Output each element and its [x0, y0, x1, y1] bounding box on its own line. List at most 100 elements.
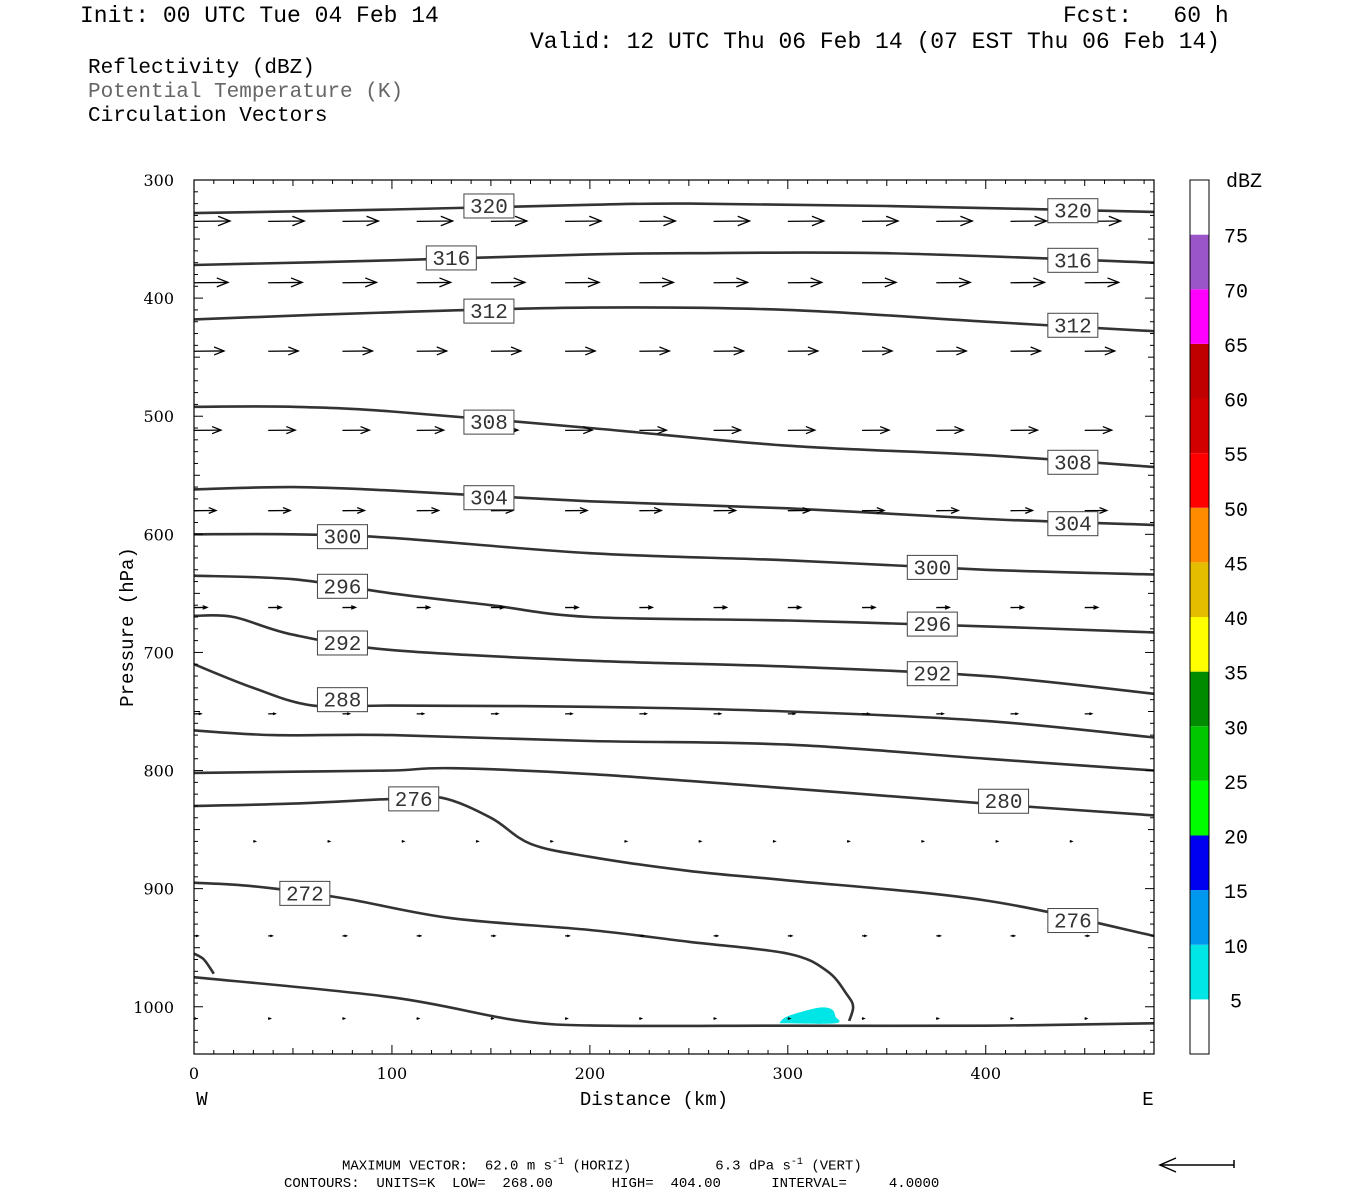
colorbar-label: 30 [1224, 718, 1248, 741]
colorbar-label: 65 [1224, 336, 1248, 359]
contour-label-box [1047, 908, 1099, 934]
isentrope-300 [193, 532, 1155, 576]
contour-label: 320 [1054, 202, 1092, 225]
contour-label-box [1047, 449, 1099, 475]
vector-head [643, 712, 649, 716]
colorbar-band [1190, 944, 1209, 1000]
field-label-theta: Potential Temperature (K) [88, 81, 404, 104]
reflectivity-area [779, 1007, 840, 1024]
isentropes [193, 202, 1155, 1028]
contour-label: 316 [432, 249, 470, 272]
contour-label: 288 [324, 691, 362, 714]
vector-head [807, 346, 820, 356]
contour-label-box [279, 880, 331, 906]
vector-head [659, 346, 672, 356]
colorbar-label: 50 [1224, 500, 1248, 523]
colorbar-band [1190, 289, 1209, 344]
vector-head [1028, 425, 1040, 435]
max-vector-unit-exp: -1 [552, 1157, 565, 1168]
vector-head [513, 277, 527, 288]
vector-head [944, 605, 952, 610]
vector-head [954, 425, 966, 435]
vector-head [475, 839, 480, 843]
vector-head [1010, 1017, 1015, 1020]
colorbar-band [1190, 671, 1209, 727]
colorbar-frame [1189, 179, 1210, 1055]
contour-label-box [906, 661, 958, 687]
vector-head [885, 215, 900, 227]
vector-head [940, 712, 946, 716]
vector-head [722, 605, 729, 610]
vector-head [938, 934, 943, 938]
colorbar-band [1190, 453, 1209, 508]
colorbar-band [1190, 890, 1209, 945]
vector-head [1108, 215, 1123, 227]
vector-head [811, 215, 826, 227]
max-vector-text-2: (HORIZ) 6.3 dPa s [564, 1158, 791, 1175]
vector-head [657, 425, 669, 435]
isentrope-308 [193, 405, 1155, 469]
vector-head [802, 506, 812, 514]
colorbar: 5 10 15 20 25 30 35 40 45 50 55 60 65 70 75 dBZ [1189, 171, 1262, 1055]
vector-head [956, 346, 969, 356]
isentrope-288 [193, 662, 1155, 739]
vector-head [416, 1017, 421, 1020]
vector-head [434, 425, 446, 435]
contour-label: 292 [324, 634, 362, 657]
vector-head [995, 839, 1000, 843]
contour-label: 280 [985, 792, 1023, 815]
contour-label: 272 [286, 884, 324, 907]
vector-head [566, 934, 571, 938]
vector-head [805, 425, 817, 435]
vector-head [550, 839, 555, 843]
contour-label-box [425, 245, 477, 271]
vector-head [276, 605, 283, 610]
y-tick-label: 500 [143, 407, 174, 426]
vector-head [282, 506, 292, 514]
vector-head [510, 346, 523, 356]
vector-head [921, 839, 926, 843]
vector-head [418, 934, 423, 938]
contour-label-box [316, 630, 368, 656]
vector-head [202, 605, 209, 610]
vector-head [346, 712, 352, 716]
vector-head [792, 712, 797, 716]
vector-head [796, 605, 803, 610]
contour-label-box [906, 611, 958, 637]
colorbar-label: 70 [1224, 281, 1248, 304]
vector-head [439, 277, 453, 288]
y-tick-label: 600 [143, 525, 174, 544]
vector-head [216, 277, 230, 288]
plot-frame [193, 179, 1155, 1055]
vector-head [267, 1017, 272, 1020]
vector-head [495, 712, 500, 716]
vector-head [514, 215, 529, 227]
vector-head [490, 1017, 495, 1020]
vector-head [269, 934, 274, 938]
vector-head [810, 277, 824, 288]
vector-head [1012, 934, 1017, 938]
vector-head [584, 346, 597, 356]
colorbar-band [1190, 999, 1209, 1054]
contour-info-note: CONTOURS: UNITS=K LOW= 268.00 HIGH= 404.… [284, 1176, 940, 1192]
vector-head [1093, 605, 1100, 610]
y-tick-label: 1000 [133, 998, 174, 1017]
vector-head [789, 934, 794, 938]
valid-time: Valid: 12 UTC Thu 06 Feb 14 (07 EST Thu … [530, 29, 1221, 55]
vector-head [344, 934, 349, 938]
contour-label-box [906, 554, 958, 580]
vector-head [713, 1017, 718, 1020]
contour-label-box [978, 788, 1030, 814]
vector-head [1030, 346, 1043, 356]
circulation-vectors [193, 215, 1123, 1020]
contour-label-box [463, 409, 515, 435]
vector-head [366, 215, 381, 227]
vector-head [1086, 934, 1091, 938]
contour-label-box [316, 573, 368, 599]
y-axis-title: Pressure (hPa) [117, 547, 139, 707]
isentrope-268 [193, 975, 1155, 1028]
max-vector-text-3: (VERT) [802, 1158, 862, 1175]
y-tick-label: 700 [143, 643, 174, 662]
colorbar-label: 15 [1224, 882, 1248, 905]
axes: 0 100 200 300 400 300 400 500 600 700 800 900 1000 Di… [117, 171, 1155, 1111]
